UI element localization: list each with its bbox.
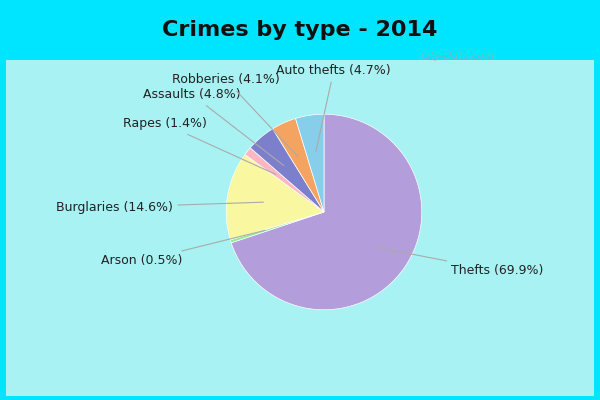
- Wedge shape: [245, 148, 324, 212]
- Text: Burglaries (14.6%): Burglaries (14.6%): [56, 201, 263, 214]
- Wedge shape: [272, 118, 324, 212]
- Text: Auto thefts (4.7%): Auto thefts (4.7%): [277, 64, 391, 151]
- Text: Assaults (4.8%): Assaults (4.8%): [143, 88, 284, 166]
- Wedge shape: [230, 212, 324, 243]
- Wedge shape: [296, 114, 324, 212]
- Text: Rapes (1.4%): Rapes (1.4%): [123, 118, 275, 174]
- Wedge shape: [231, 114, 422, 310]
- Text: Robberies (4.1%): Robberies (4.1%): [172, 74, 298, 156]
- Text: City-Data.com: City-Data.com: [421, 51, 495, 61]
- Wedge shape: [250, 129, 324, 212]
- Wedge shape: [226, 154, 324, 240]
- Text: Thefts (69.9%): Thefts (69.9%): [374, 247, 544, 277]
- Text: Arson (0.5%): Arson (0.5%): [101, 230, 265, 267]
- Text: Crimes by type - 2014: Crimes by type - 2014: [163, 20, 437, 40]
